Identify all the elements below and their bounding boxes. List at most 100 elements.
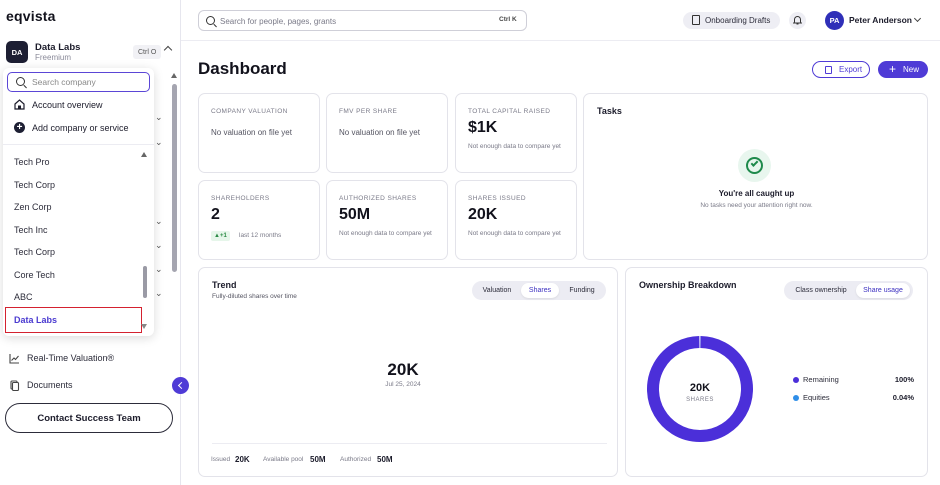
- chevron-down-icon: ⌄: [155, 137, 163, 147]
- search-icon: [206, 16, 215, 25]
- chart-line-icon: [9, 354, 19, 364]
- chevron-down-icon: ⌄: [155, 240, 163, 250]
- company-list-item[interactable]: ABC: [14, 292, 33, 302]
- kpi-card-fmv-per-share[interactable]: FMV PER SHARE No valuation on file yet: [326, 93, 448, 173]
- kpi-value: 2: [211, 206, 220, 223]
- global-search-input[interactable]: [220, 15, 480, 27]
- kpi-card-company-valuation[interactable]: COMPANY VALUATION No valuation on file y…: [198, 93, 320, 173]
- footer-value-available-pool: 50M: [310, 455, 326, 464]
- trend-title: Trend: [212, 280, 237, 290]
- chevron-down-icon[interactable]: [913, 14, 922, 23]
- nav-item-real-time-valuation[interactable]: Real-Time Valuation®: [9, 352, 159, 366]
- notifications-button[interactable]: [789, 12, 806, 29]
- donut-slice-remaining[interactable]: [647, 336, 753, 442]
- delta-note: last 12 months: [239, 232, 282, 239]
- bell-icon: [793, 16, 802, 25]
- legend-dot-remaining: [793, 377, 799, 383]
- tasks-card: Tasks You're all caught up No tasks need…: [583, 93, 928, 260]
- kpi-value: 20K: [468, 206, 498, 223]
- onboarding-drafts-label: Onboarding Drafts: [705, 16, 771, 25]
- document-icon: [10, 380, 20, 391]
- company-avatar: DA: [6, 41, 28, 63]
- company-search-field[interactable]: [7, 72, 150, 92]
- dropdown-divider: [3, 144, 154, 145]
- kpi-note: No valuation on file yet: [339, 128, 420, 137]
- kpi-label: SHARES ISSUED: [468, 195, 526, 202]
- kpi-label: FMV PER SHARE: [339, 108, 398, 115]
- top-header: Ctrl K Onboarding Drafts PA Peter Anders…: [181, 0, 940, 41]
- tab-share-usage[interactable]: Share usage: [856, 283, 910, 298]
- plus-circle-icon: +: [14, 122, 25, 133]
- user-name[interactable]: Peter Anderson: [849, 15, 912, 25]
- kpi-label: SHAREHOLDERS: [211, 195, 270, 202]
- kpi-label: AUTHORIZED SHARES: [339, 195, 417, 202]
- account-overview-label: Account overview: [32, 100, 103, 110]
- global-search-field[interactable]: Ctrl K: [198, 10, 527, 31]
- add-company-item[interactable]: + Add company or service: [13, 121, 149, 135]
- sidebar-scroll-up-icon[interactable]: [171, 73, 177, 78]
- kpi-card-shares-issued[interactable]: SHARES ISSUED 20K Not enough data to com…: [455, 180, 577, 260]
- chevron-down-icon: ⌄: [155, 216, 163, 226]
- tab-valuation[interactable]: Valuation: [482, 287, 512, 294]
- export-button[interactable]: Export: [812, 61, 870, 78]
- app-logo[interactable]: eqvista: [6, 8, 56, 24]
- company-plan: Freemium: [35, 53, 72, 62]
- company-search-input[interactable]: [32, 76, 142, 88]
- ownership-title: Ownership Breakdown: [639, 280, 737, 290]
- footer-label-available-pool: Available pool: [263, 456, 304, 463]
- company-list-item[interactable]: Tech Corp: [14, 247, 56, 257]
- company-list-item[interactable]: Tech Inc: [14, 225, 48, 235]
- tab-funding[interactable]: Funding: [569, 287, 595, 294]
- footer-label-issued: Issued: [211, 456, 231, 463]
- selection-highlight-box: [5, 307, 142, 333]
- company-list-item[interactable]: Tech Pro: [14, 157, 50, 167]
- kpi-note: No valuation on file yet: [211, 128, 292, 137]
- new-label: New: [903, 65, 920, 74]
- plus-icon: +: [889, 62, 897, 76]
- kpi-value: 50M: [339, 206, 371, 223]
- nav-item-label: Documents: [27, 380, 73, 390]
- chevron-down-icon: ⌄: [155, 112, 163, 122]
- footer-value-authorized: 50M: [377, 455, 393, 464]
- search-shortcut-badge: Ctrl K: [499, 16, 517, 23]
- trend-divider: [212, 443, 607, 444]
- legend-label-remaining: Remaining: [803, 375, 839, 384]
- add-company-label: Add company or service: [32, 123, 129, 133]
- tasks-title: Tasks: [597, 106, 622, 116]
- tasks-empty-heading: You're all caught up: [718, 189, 795, 198]
- company-list-item-selected[interactable]: Data Labs: [14, 315, 58, 325]
- donut-center-label: SHARES: [686, 397, 714, 403]
- dropdown-scroll-down-icon[interactable]: [141, 324, 147, 329]
- document-icon: [692, 15, 700, 25]
- dropdown-scroll-up-icon[interactable]: [141, 152, 147, 157]
- trend-tab-group: Valuation Shares Funding: [472, 281, 606, 300]
- kpi-card-shareholders[interactable]: SHAREHOLDERS 2 ▲+1 last 12 months: [198, 180, 320, 260]
- kpi-card-total-capital-raised[interactable]: TOTAL CAPITAL RAISED $1K Not enough data…: [455, 93, 577, 173]
- kpi-sub: Not enough data to compare yet: [468, 143, 561, 150]
- user-avatar[interactable]: PA: [825, 11, 844, 30]
- company-shortcut-badge: Ctrl O: [133, 45, 162, 59]
- company-list-item[interactable]: Zen Corp: [14, 202, 52, 212]
- company-switcher[interactable]: DA Data Labs Freemium Ctrl O: [5, 40, 175, 66]
- tab-shares[interactable]: Shares: [521, 283, 559, 298]
- dropdown-scrollbar[interactable]: [143, 266, 147, 298]
- chevron-up-icon: [163, 45, 173, 55]
- trend-value: 20K: [387, 360, 419, 379]
- nav-item-documents[interactable]: Documents: [9, 379, 159, 393]
- tab-class-ownership[interactable]: Class ownership: [795, 287, 847, 294]
- legend-value-remaining: 100%: [894, 375, 914, 384]
- new-button[interactable]: + New: [878, 61, 928, 78]
- collapse-sidebar-button[interactable]: [172, 377, 189, 394]
- check-circle-icon: [738, 149, 771, 182]
- onboarding-drafts-button[interactable]: Onboarding Drafts: [683, 12, 780, 29]
- account-overview-item[interactable]: Account overview: [13, 98, 149, 112]
- chevron-down-icon: ⌄: [155, 264, 163, 274]
- company-list-item[interactable]: Core Tech: [14, 270, 55, 280]
- export-icon: [825, 66, 832, 74]
- contact-success-team-button[interactable]: Contact Success Team: [5, 403, 173, 433]
- company-list-item[interactable]: Tech Corp: [14, 180, 56, 190]
- sidebar-scrollbar[interactable]: [172, 84, 177, 272]
- kpi-card-authorized-shares[interactable]: AUTHORIZED SHARES 50M Not enough data to…: [326, 180, 448, 260]
- legend-value-equities: 0.04%: [892, 393, 914, 402]
- export-label: Export: [839, 65, 863, 74]
